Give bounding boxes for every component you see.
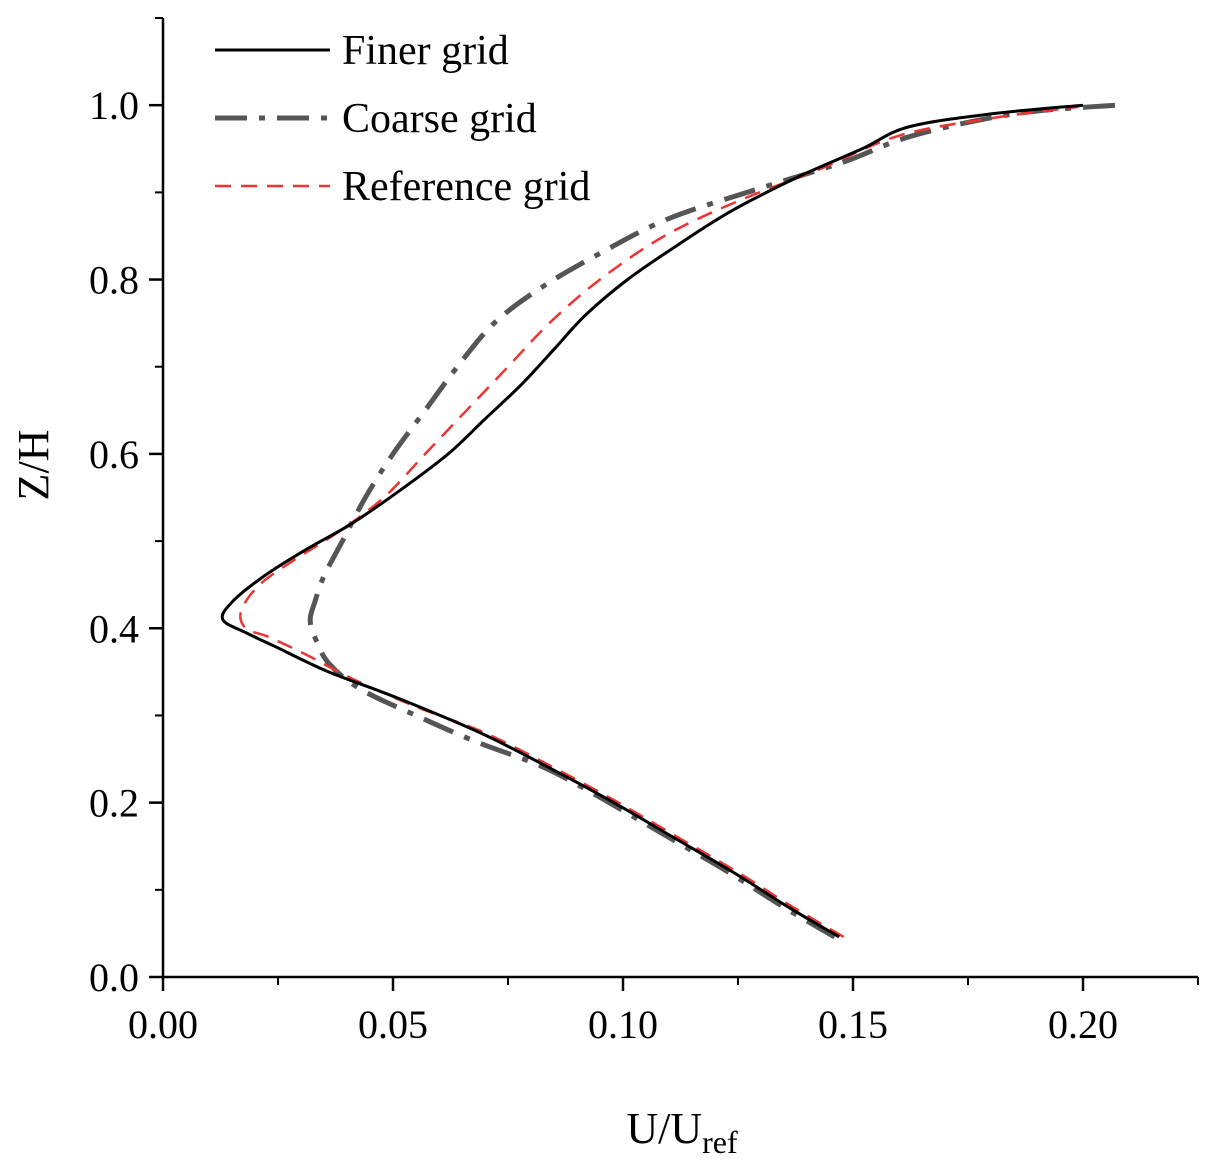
legend-label-finer-grid: Finer grid bbox=[342, 28, 509, 74]
x-tick-label: 0.05 bbox=[358, 1002, 428, 1047]
legend: Finer grid Coarse grid Reference grid bbox=[215, 28, 590, 210]
x-axis-title-main: U/U bbox=[626, 1104, 702, 1153]
x-axis-title: U/Uref bbox=[626, 1104, 738, 1160]
y-tick-label: 0.0 bbox=[89, 955, 139, 1000]
series-line-coarse-grid bbox=[307, 102, 1116, 940]
x-tick-label: 0.20 bbox=[1048, 1002, 1118, 1047]
y-axis-title: Z/H bbox=[9, 430, 58, 501]
series-line-finer-grid bbox=[220, 103, 1084, 939]
legend-label-reference-grid: Reference grid bbox=[342, 164, 590, 210]
legend-label-coarse-grid: Coarse grid bbox=[342, 96, 537, 142]
y-tick-label: 0.2 bbox=[89, 781, 139, 826]
x-axis-title-subscript: ref bbox=[702, 1124, 738, 1160]
x-tick-label: 0.15 bbox=[818, 1002, 888, 1047]
series-line-reference-grid bbox=[239, 105, 1079, 938]
y-tick-label: 0.4 bbox=[89, 606, 139, 651]
y-tick-label: 1.0 bbox=[89, 83, 139, 128]
x-tick-label: 0.10 bbox=[588, 1002, 658, 1047]
axes: 0.00 0.05 0.10 0.15 0.20 0.0 0.2 0.4 0.6 0.8 1.0 bbox=[89, 17, 1199, 1047]
y-ticks: 0.0 0.2 0.4 0.6 0.8 1.0 bbox=[89, 17, 163, 1000]
y-tick-label: 0.8 bbox=[89, 258, 139, 303]
x-ticks: 0.00 0.05 0.10 0.15 0.20 bbox=[128, 977, 1199, 1047]
y-tick-label: 0.6 bbox=[89, 432, 139, 477]
series-layer bbox=[220, 102, 1116, 940]
x-tick-label: 0.00 bbox=[128, 1002, 198, 1047]
